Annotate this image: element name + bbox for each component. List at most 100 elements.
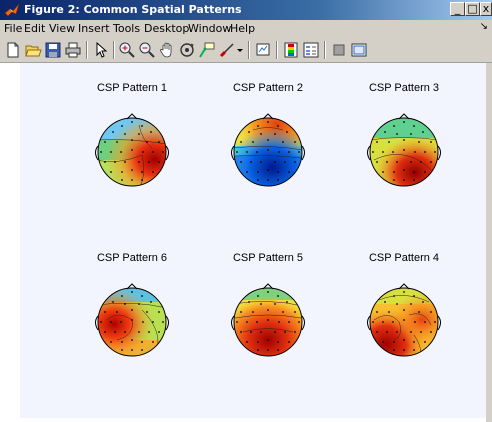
- topoplot-csp-6[interactable]: [87, 280, 177, 360]
- electrode-marker: [430, 331, 432, 333]
- menu-edit[interactable]: Edit: [24, 22, 46, 35]
- electrode-marker: [277, 341, 279, 343]
- electrode-marker: [104, 311, 106, 313]
- electrode-marker: [420, 161, 422, 163]
- electrode-marker: [288, 321, 290, 323]
- menu-help[interactable]: Help: [230, 22, 256, 35]
- electrode-marker: [138, 161, 140, 163]
- electrode-marker: [274, 161, 276, 163]
- electrode-marker: [392, 151, 394, 153]
- arrow-pointer-icon: [96, 41, 108, 58]
- electrode-marker: [267, 121, 269, 123]
- electrode-marker: [121, 295, 123, 297]
- electrode-marker: [260, 303, 262, 305]
- electrode-marker: [158, 331, 160, 333]
- topoplot-csp-2[interactable]: [223, 110, 313, 190]
- electrode-marker: [121, 171, 123, 173]
- menu-view[interactable]: View: [49, 22, 76, 35]
- menu-window[interactable]: Window: [188, 22, 232, 35]
- electrode-marker: [294, 161, 296, 163]
- data-cursor-button[interactable]: [198, 41, 216, 59]
- topoplot-csp-5[interactable]: [223, 280, 313, 360]
- save-button[interactable]: [44, 41, 62, 59]
- menu-desktop[interactable]: Desktop: [144, 22, 190, 35]
- electrode-marker: [142, 321, 144, 323]
- electrode-marker: [248, 301, 250, 303]
- electrode-marker: [392, 321, 394, 323]
- brush-dropdown-button[interactable]: [236, 41, 244, 59]
- electrode-marker: [152, 151, 154, 153]
- electrode-marker: [396, 133, 398, 135]
- electrode-marker: [131, 309, 133, 311]
- electrode-marker: [141, 171, 143, 173]
- electrode-marker: [298, 151, 300, 153]
- electrode-marker: [288, 171, 290, 173]
- title-bar[interactable]: Figure 2: Common Spatial Patterns _ □ x: [0, 0, 492, 20]
- topoplot-csp-3[interactable]: [359, 110, 449, 190]
- electrode-marker: [267, 149, 269, 151]
- electrode-marker: [274, 303, 276, 305]
- electrode-marker: [116, 141, 118, 143]
- electrode-marker: [121, 349, 123, 351]
- print-button[interactable]: [64, 41, 82, 59]
- electrode-marker: [131, 149, 133, 151]
- menu-insert[interactable]: Insert: [78, 22, 110, 35]
- hide-plot-tools-button[interactable]: [330, 41, 348, 59]
- electrode-marker: [162, 321, 164, 323]
- show-plot-tools-button[interactable]: [350, 41, 368, 59]
- electrode-marker: [257, 125, 259, 127]
- plot-title-csp-2: CSP Pattern 2: [232, 82, 304, 94]
- electrode-marker: [124, 331, 126, 333]
- figure-right-border: [486, 63, 492, 422]
- electrode-marker: [403, 121, 405, 123]
- electrode-marker: [114, 331, 116, 333]
- electrode-marker: [410, 331, 412, 333]
- close-button[interactable]: x: [480, 2, 492, 16]
- hide-plot-tools-icon: [333, 44, 345, 56]
- window-title: Figure 2: Common Spatial Patterns: [24, 3, 242, 16]
- zoom-out-button[interactable]: [138, 41, 156, 59]
- electrode-marker: [121, 179, 123, 181]
- electrode-marker: [110, 151, 112, 153]
- brush-icon: [219, 43, 234, 58]
- minimize-button[interactable]: _: [450, 2, 465, 16]
- zoom-out-icon: [139, 42, 155, 58]
- electrode-marker: [372, 321, 374, 323]
- menu-file[interactable]: File: [4, 22, 23, 35]
- insert-colorbar-button[interactable]: [282, 41, 300, 59]
- electrode-marker: [131, 319, 133, 321]
- rotate-3d-button[interactable]: [178, 41, 196, 59]
- edit-plot-button[interactable]: [92, 41, 110, 59]
- electrode-marker: [148, 331, 150, 333]
- electrode-marker: [256, 321, 258, 323]
- open-file-button[interactable]: [24, 41, 42, 59]
- electrode-marker: [424, 321, 426, 323]
- electrode-marker: [267, 179, 269, 181]
- new-figure-button[interactable]: [4, 41, 22, 59]
- electrode-marker: [382, 341, 384, 343]
- electrode-marker: [396, 161, 398, 163]
- electrode-marker: [148, 161, 150, 163]
- electrode-marker: [396, 303, 398, 305]
- link-plot-button[interactable]: [254, 41, 272, 59]
- electrode-marker: [393, 295, 395, 297]
- electrode-marker: [131, 169, 133, 171]
- electrode-marker: [277, 295, 279, 297]
- brush-button[interactable]: [218, 41, 236, 59]
- zoom-in-button[interactable]: [118, 41, 136, 59]
- pan-button[interactable]: [158, 41, 176, 59]
- electrode-marker: [372, 151, 374, 153]
- dock-arrow-icon[interactable]: ↘: [479, 21, 488, 32]
- menu-tools[interactable]: Tools: [113, 22, 141, 35]
- hand-icon: [160, 42, 172, 58]
- maximize-button[interactable]: □: [465, 2, 480, 16]
- topoplot-csp-4[interactable]: [359, 280, 449, 360]
- insert-legend-button[interactable]: [302, 41, 320, 59]
- topoplot-csp-1[interactable]: [87, 110, 177, 190]
- electrode-marker: [250, 331, 252, 333]
- electrode-marker: [246, 341, 248, 343]
- plot-title-csp-6: CSP Pattern 6: [96, 252, 168, 264]
- electrode-marker: [257, 179, 259, 181]
- toolbar-separator: [248, 41, 250, 59]
